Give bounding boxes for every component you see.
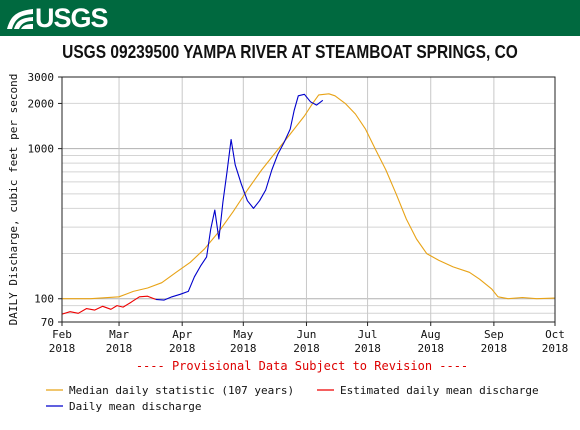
x-tick-label-month: Sep	[484, 328, 504, 341]
usgs-logo-text: USGS	[35, 3, 109, 33]
series-lines	[61, 93, 556, 315]
grid-lines	[61, 76, 556, 323]
x-tick-label-month: Feb	[52, 328, 72, 341]
provisional-annotation: ---- Provisional Data Subject to Revisio…	[136, 359, 468, 373]
legend-estimated-label: Estimated daily mean discharge	[340, 384, 539, 397]
legend: Median daily statistic (107 years) Estima…	[46, 384, 539, 413]
usgs-wave-icon	[7, 9, 33, 29]
y-tick-label: 2000	[28, 97, 55, 110]
legend-daily-mean-label: Daily mean discharge	[69, 400, 201, 413]
x-tick-label-month: Oct	[545, 328, 565, 341]
y-tick-label: 100	[34, 293, 54, 306]
x-tick-label-year: 2018	[230, 342, 257, 355]
x-tick-label-year: 2018	[354, 342, 381, 355]
y-tick-label: 70	[41, 316, 54, 329]
x-tick-label-year: 2018	[169, 342, 196, 355]
x-tick-label-year: 2018	[417, 342, 444, 355]
x-tick-label-year: 2018	[293, 342, 320, 355]
chart-title: USGS 09239500 YAMPA RIVER AT STEAMBOAT S…	[62, 42, 518, 62]
y-tick-label: 3000	[28, 71, 55, 84]
x-tick-label-month: Mar	[109, 328, 129, 341]
x-tick-label-month: Aug	[421, 328, 441, 341]
y-tick-label: 1000	[28, 143, 55, 156]
estimated-series-line	[61, 295, 156, 315]
median-series-line	[62, 93, 556, 300]
legend-median-label: Median daily statistic (107 years)	[69, 384, 294, 397]
plot-frame	[61, 76, 556, 323]
x-tick-label-month: Apr	[172, 328, 192, 341]
daily-mean-series-line	[155, 93, 324, 301]
x-tick-label-month: Jun	[297, 328, 317, 341]
axis-tick-labels: 70100100020003000Feb2018Mar2018Apr2018Ma…	[28, 71, 569, 355]
usgs-logo[interactable]: USGS	[6, 3, 109, 33]
x-tick-label-month: May	[233, 328, 253, 341]
y-axis-label: DAILY Discharge, cubic feet per second	[7, 74, 20, 326]
axis-ticks	[58, 76, 556, 326]
x-tick-label-month: Jul	[358, 328, 378, 341]
x-tick-label-year: 2018	[106, 342, 133, 355]
usgs-banner: USGS	[0, 0, 580, 36]
x-tick-label-year: 2018	[49, 342, 76, 355]
x-tick-label-year: 2018	[542, 342, 569, 355]
x-tick-label-year: 2018	[481, 342, 508, 355]
